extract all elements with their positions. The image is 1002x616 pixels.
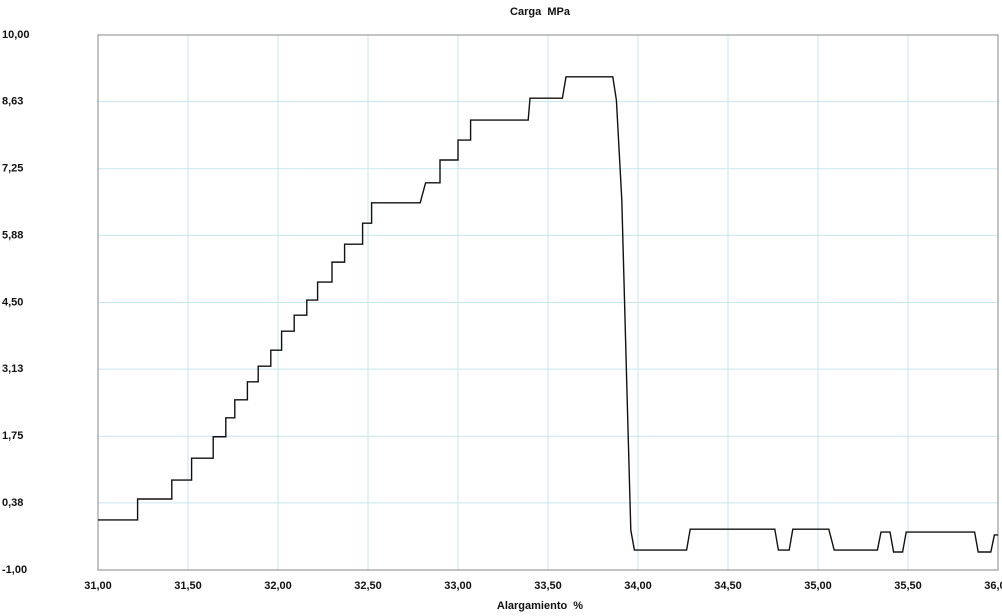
y-tick-label: 4,50: [2, 296, 23, 308]
y-tick-label: 3,13: [2, 363, 23, 375]
data-line: [98, 76, 998, 553]
x-tick-label: 32,00: [264, 580, 292, 592]
y-tick-label: 8,63: [2, 96, 23, 108]
y-tick-label: 7,25: [2, 163, 23, 175]
x-tick-label: 36,00: [984, 580, 1002, 592]
x-tick-label: 34,50: [714, 580, 742, 592]
y-tick-label: 1,75: [2, 430, 23, 442]
x-tick-label: 35,00: [804, 580, 832, 592]
y-tick-label: 0,38: [2, 497, 23, 509]
y-tick-label: 5,88: [2, 229, 23, 241]
y-tick-label: 10,00: [2, 29, 30, 41]
x-tick-label: 33,00: [444, 580, 472, 592]
x-tick-label: 31,00: [84, 580, 112, 592]
x-tick-label: 35,50: [894, 580, 922, 592]
chart-title: Carga MPa: [510, 6, 571, 18]
y-tick-label: -1,00: [2, 564, 27, 576]
plot-frame: [97, 34, 999, 571]
x-tick-label: 32,50: [354, 580, 382, 592]
x-tick-label: 33,50: [534, 580, 562, 592]
x-tick-label: 31,50: [174, 580, 202, 592]
x-axis-label: Alargamiento %: [497, 600, 583, 612]
x-tick-label: 34,00: [624, 580, 652, 592]
